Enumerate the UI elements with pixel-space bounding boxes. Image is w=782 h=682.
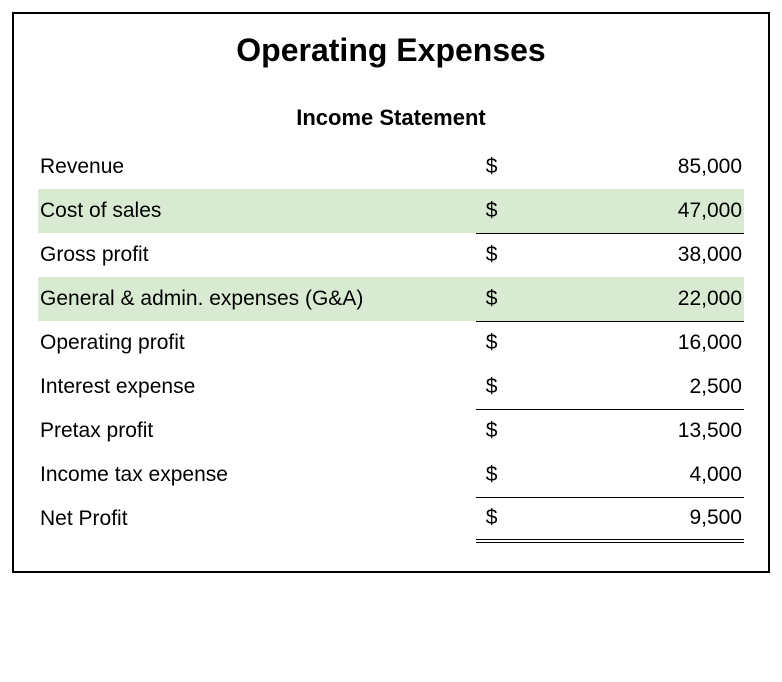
row-value: 22,000 [532, 277, 744, 321]
currency-symbol: $ [476, 409, 532, 453]
row-label: Revenue [38, 145, 476, 189]
row-label: Gross profit [38, 233, 476, 277]
table-row: Cost of sales$47,000 [38, 189, 744, 233]
currency-symbol: $ [476, 321, 532, 365]
currency-symbol: $ [476, 145, 532, 189]
statement-container: Operating Expenses Income Statement Reve… [12, 12, 770, 573]
currency-symbol: $ [476, 189, 532, 233]
row-value: 85,000 [532, 145, 744, 189]
currency-symbol: $ [476, 365, 532, 409]
table-body: Revenue$85,000Cost of sales$47,000Gross … [38, 145, 744, 541]
row-label: Operating profit [38, 321, 476, 365]
table-row: Revenue$85,000 [38, 145, 744, 189]
main-title: Operating Expenses [38, 32, 744, 69]
table-row: Interest expense$2,500 [38, 365, 744, 409]
income-statement-table: Revenue$85,000Cost of sales$47,000Gross … [38, 145, 744, 543]
row-value: 13,500 [532, 409, 744, 453]
row-label: General & admin. expenses (G&A) [38, 277, 476, 321]
table-row: Pretax profit$13,500 [38, 409, 744, 453]
table-row: General & admin. expenses (G&A)$22,000 [38, 277, 744, 321]
currency-symbol: $ [476, 453, 532, 497]
row-value: 9,500 [532, 497, 744, 541]
row-label: Interest expense [38, 365, 476, 409]
row-label: Cost of sales [38, 189, 476, 233]
table-row: Net Profit$9,500 [38, 497, 744, 541]
table-row: Operating profit$16,000 [38, 321, 744, 365]
row-value: 38,000 [532, 233, 744, 277]
row-label: Pretax profit [38, 409, 476, 453]
currency-symbol: $ [476, 277, 532, 321]
table-row: Gross profit$38,000 [38, 233, 744, 277]
currency-symbol: $ [476, 233, 532, 277]
row-value: 2,500 [532, 365, 744, 409]
row-value: 16,000 [532, 321, 744, 365]
row-value: 4,000 [532, 453, 744, 497]
row-label: Net Profit [38, 497, 476, 541]
row-value: 47,000 [532, 189, 744, 233]
row-label: Income tax expense [38, 453, 476, 497]
table-row: Income tax expense$4,000 [38, 453, 744, 497]
currency-symbol: $ [476, 497, 532, 541]
sub-title: Income Statement [38, 105, 744, 131]
